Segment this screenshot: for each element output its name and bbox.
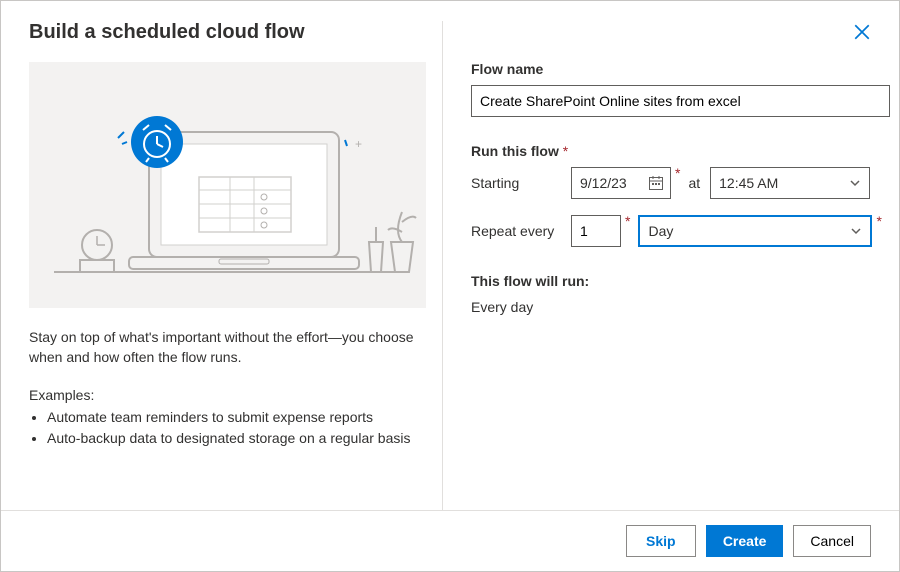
chevron-down-icon: [849, 177, 861, 189]
flow-will-run-label: This flow will run:: [471, 273, 890, 289]
list-item: Automate team reminders to submit expens…: [47, 407, 426, 428]
repeat-every-label: Repeat every: [471, 223, 571, 239]
scheduled-flow-dialog: Build a scheduled cloud flow: [0, 0, 900, 572]
cancel-button[interactable]: Cancel: [793, 525, 871, 557]
examples-label: Examples:: [29, 387, 426, 403]
form-panel: Flow name Run this flow * Starting 9/12/…: [442, 21, 890, 510]
description-text: Stay on top of what's important without …: [29, 328, 426, 367]
flow-will-run-value: Every day: [471, 299, 890, 315]
starting-date-input[interactable]: 9/12/23: [571, 167, 671, 199]
run-this-flow-label: Run this flow *: [471, 143, 890, 159]
flow-name-input[interactable]: [471, 85, 890, 117]
calendar-icon: [648, 175, 664, 191]
list-item: Auto-backup data to designated storage o…: [47, 428, 426, 449]
skip-button[interactable]: Skip: [626, 525, 696, 557]
svg-text:+: +: [355, 137, 362, 151]
left-panel: Build a scheduled cloud flow: [29, 21, 442, 510]
examples-list: Automate team reminders to submit expens…: [29, 407, 426, 449]
create-button[interactable]: Create: [706, 525, 784, 557]
at-label: at: [688, 175, 700, 191]
starting-label: Starting: [471, 175, 571, 191]
flow-name-label: Flow name: [471, 61, 890, 77]
close-icon[interactable]: [853, 23, 871, 41]
repeat-unit-select[interactable]: Day: [638, 215, 872, 247]
dialog-title: Build a scheduled cloud flow: [29, 21, 426, 44]
illustration: +: [29, 62, 426, 308]
chevron-down-icon: [850, 225, 862, 237]
starting-time-select[interactable]: 12:45 AM: [710, 167, 870, 199]
dialog-footer: Skip Create Cancel: [1, 510, 899, 571]
repeat-count-input[interactable]: [571, 215, 621, 247]
